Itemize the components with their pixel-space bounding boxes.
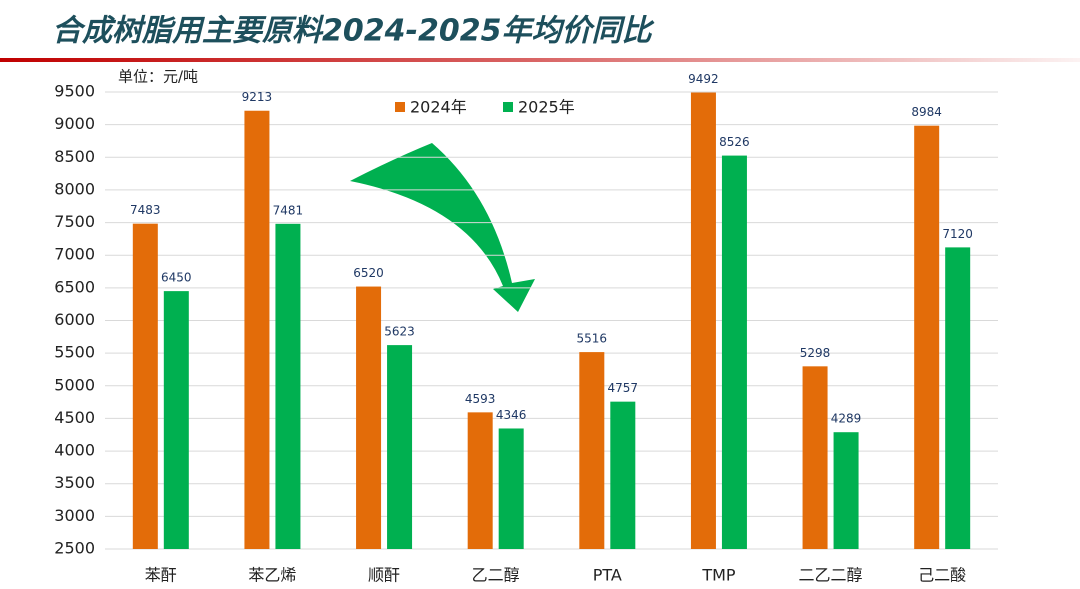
- bar: [132, 223, 158, 550]
- value-label: 7120: [942, 227, 973, 241]
- y-tick-label: 3000: [54, 506, 95, 525]
- legend-label: 2024年: [410, 98, 467, 117]
- x-tick-label: 二乙二醇: [799, 566, 863, 585]
- bar: [610, 401, 636, 549]
- value-label: 6520: [353, 266, 384, 280]
- y-tick-label: 8000: [54, 179, 95, 198]
- value-label: 5516: [577, 332, 608, 346]
- bar: [914, 125, 940, 549]
- value-label: 4289: [831, 412, 862, 426]
- value-label: 9492: [688, 72, 719, 86]
- value-label: 5298: [800, 346, 831, 360]
- y-tick-label: 3500: [54, 473, 95, 492]
- bar: [275, 223, 301, 549]
- y-tick-label: 2500: [54, 539, 95, 558]
- unit-label: 单位：元/吨: [118, 68, 198, 86]
- value-label: 8984: [911, 105, 942, 119]
- legend-swatch: [395, 102, 405, 112]
- bar: [356, 286, 382, 549]
- bar: [467, 412, 493, 549]
- value-label: 4757: [608, 381, 639, 395]
- bar: [163, 291, 189, 549]
- bar: [945, 247, 971, 549]
- y-tick-label: 5500: [54, 343, 95, 362]
- bar: [498, 428, 524, 549]
- y-tick-label: 7000: [54, 245, 95, 264]
- bar: [387, 345, 413, 549]
- value-label: 4346: [496, 408, 527, 422]
- x-tick-label: 苯酐: [145, 566, 177, 585]
- x-tick-label: PTA: [593, 566, 622, 585]
- bar: [833, 432, 859, 549]
- y-tick-label: 6000: [54, 310, 95, 329]
- y-tick-label: 7500: [54, 212, 95, 231]
- y-tick-label: 9500: [54, 82, 95, 101]
- value-label: 7483: [130, 203, 161, 217]
- value-label: 8526: [719, 135, 750, 149]
- x-tick-label: 苯乙烯: [248, 566, 296, 585]
- bar: [579, 352, 605, 549]
- bar: [690, 92, 716, 550]
- y-tick-label: 6500: [54, 277, 95, 296]
- bar: [802, 366, 828, 549]
- value-label: 7481: [273, 203, 304, 217]
- value-label: 5623: [384, 325, 415, 339]
- y-tick-label: 4000: [54, 441, 95, 460]
- value-label: 6450: [161, 271, 192, 285]
- x-tick-label: TMP: [701, 566, 736, 585]
- y-tick-label: 8500: [54, 147, 95, 166]
- x-tick-label: 乙二醇: [472, 566, 520, 585]
- y-tick-label: 9000: [54, 114, 95, 133]
- value-label: 9213: [242, 90, 273, 104]
- legend-swatch: [503, 102, 513, 112]
- x-tick-label: 顺酐: [368, 566, 400, 585]
- value-label: 4593: [465, 392, 496, 406]
- title-rule: [0, 58, 1080, 62]
- chart-title: 合成树脂用主要原料2024-2025年均价同比: [52, 14, 654, 49]
- legend-label: 2025年: [518, 98, 575, 117]
- bar: [244, 110, 270, 549]
- x-tick-label: 己二酸: [918, 566, 966, 585]
- y-tick-label: 5000: [54, 375, 95, 394]
- bar: [721, 155, 747, 549]
- decorative-arrow: [350, 143, 535, 312]
- y-tick-label: 4500: [54, 408, 95, 427]
